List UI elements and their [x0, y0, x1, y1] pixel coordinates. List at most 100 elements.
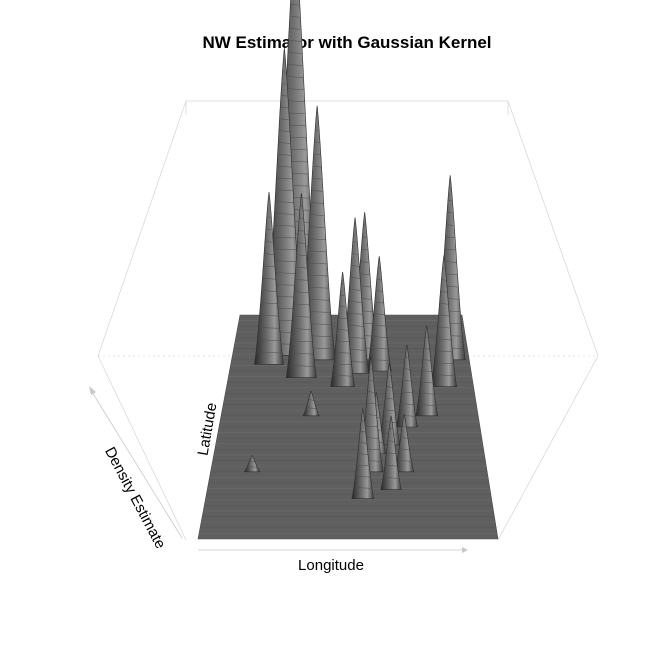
- peak-contour: [282, 83, 287, 85]
- density-peak: [366, 256, 392, 372]
- peak-contour: [339, 306, 346, 308]
- peak-contour: [291, 328, 312, 330]
- peak-contour: [340, 294, 345, 297]
- peak-contour: [247, 466, 257, 468]
- peak-contour: [382, 421, 397, 423]
- peak-contour: [347, 313, 363, 315]
- peak-contour: [292, 315, 311, 318]
- peak-contour: [401, 391, 413, 394]
- peak-contour: [288, 365, 315, 367]
- peak-contour: [383, 409, 395, 412]
- peak-contour: [272, 248, 297, 251]
- peak-contour: [273, 236, 296, 239]
- peak-contour: [364, 425, 378, 428]
- density-peak: [395, 344, 418, 428]
- peak-contour: [423, 359, 431, 361]
- peak-contour: [385, 397, 394, 400]
- peak-contour: [280, 106, 288, 109]
- peak-contour: [281, 94, 288, 97]
- peak-contour: [361, 248, 368, 251]
- peak-contour: [337, 329, 349, 331]
- peak-contour: [305, 286, 329, 289]
- peak-contour: [402, 379, 412, 382]
- density-peak: [394, 413, 415, 473]
- peak-contour: [277, 165, 292, 168]
- peak-contour: [356, 464, 370, 467]
- peak-contour: [288, 52, 302, 54]
- peak-contour: [309, 226, 325, 228]
- peak-contour: [306, 274, 329, 277]
- peak-contour: [273, 224, 296, 227]
- peak-contour: [439, 302, 449, 305]
- peak-contour: [387, 374, 391, 376]
- peak-contour: [300, 205, 303, 207]
- peak-contour: [349, 289, 361, 291]
- peak-contour: [289, 40, 302, 42]
- peak-contour: [310, 202, 324, 204]
- peak-contour: [310, 214, 325, 216]
- peak-contour: [306, 407, 316, 409]
- peak-contour: [277, 154, 291, 156]
- density-peak: [302, 390, 320, 417]
- peak-contour: [373, 313, 385, 315]
- peak-contour: [312, 177, 322, 180]
- peak-contour: [449, 187, 452, 189]
- peak-contour: [400, 403, 414, 405]
- peak-contour: [405, 356, 409, 358]
- peak-contour: [291, 3, 300, 6]
- peak-contour: [295, 279, 308, 281]
- peak-contour: [374, 301, 384, 304]
- peak-contour: [360, 261, 369, 263]
- peak-contour: [336, 340, 350, 343]
- peak-contour: [420, 381, 433, 384]
- peak-contour: [370, 347, 388, 350]
- peak-contour: [295, 266, 307, 269]
- peak-contour: [313, 165, 322, 168]
- peak-contour: [259, 314, 279, 317]
- peak-contour: [421, 370, 432, 372]
- density-surface: [197, 0, 499, 540]
- peak-contour: [387, 440, 395, 442]
- density-axis-arrow: [91, 391, 183, 539]
- peak-contour: [287, 76, 304, 78]
- peak-contour: [261, 290, 277, 292]
- peak-contour: [346, 325, 364, 327]
- peak-contour: [314, 141, 320, 144]
- peak-contour: [262, 277, 276, 280]
- peak-contour: [289, 28, 301, 30]
- peak-contour: [398, 415, 416, 417]
- peak-contour: [275, 201, 294, 203]
- peak-contour: [377, 278, 382, 281]
- peak-contour: [383, 477, 399, 479]
- peak-contour: [365, 414, 377, 416]
- peak-contour: [338, 317, 347, 320]
- peak-contour: [442, 267, 446, 269]
- peak-contour: [274, 213, 295, 215]
- peak-contour: [313, 153, 321, 156]
- peak-contour: [399, 448, 410, 451]
- peak-contour: [389, 427, 393, 430]
- peak-contour: [360, 430, 366, 433]
- peak-contour: [257, 339, 281, 341]
- x-axis-label: Longitude: [298, 557, 364, 574]
- peak-contour: [256, 351, 282, 354]
- peak-contour: [419, 393, 435, 395]
- peak-contour: [341, 283, 344, 285]
- peak-contour: [404, 368, 410, 370]
- peak-contour: [444, 248, 456, 251]
- peak-contour: [353, 241, 358, 243]
- peak-contour: [348, 301, 362, 303]
- peak-contour: [260, 302, 278, 305]
- peak-contour: [367, 391, 375, 393]
- peak-contour: [278, 142, 291, 144]
- peak-contour: [263, 265, 275, 268]
- peak-contour: [375, 290, 383, 292]
- peak-contour: [293, 303, 310, 306]
- peak-contour: [438, 314, 450, 317]
- peak-contour: [335, 351, 351, 354]
- peak-contour: [437, 326, 451, 329]
- peak-contour: [446, 224, 454, 226]
- peak-contour: [384, 464, 398, 467]
- density-peak: [254, 192, 284, 365]
- peak-contour: [299, 217, 304, 220]
